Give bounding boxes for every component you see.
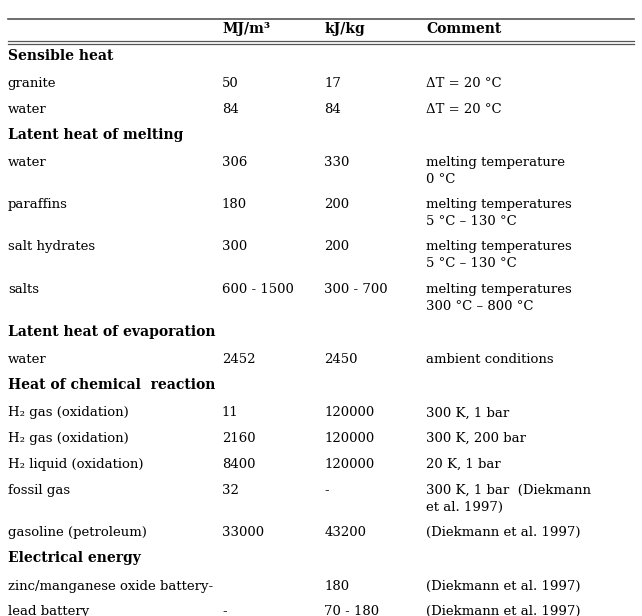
Text: 120000: 120000 xyxy=(324,407,374,419)
Text: -: - xyxy=(222,606,227,616)
Text: melting temperatures
5 °C – 130 °C: melting temperatures 5 °C – 130 °C xyxy=(426,240,572,270)
Text: 300 K, 200 bar: 300 K, 200 bar xyxy=(426,432,526,445)
Text: (Diekmann et al. 1997): (Diekmann et al. 1997) xyxy=(426,580,581,593)
Text: water: water xyxy=(8,156,46,169)
Text: water: water xyxy=(8,353,46,366)
Text: salts: salts xyxy=(8,283,39,296)
Text: H₂ liquid (oxidation): H₂ liquid (oxidation) xyxy=(8,458,143,471)
Text: (Diekmann et al. 1997): (Diekmann et al. 1997) xyxy=(426,525,581,539)
Text: 180: 180 xyxy=(222,198,247,211)
Text: Comment: Comment xyxy=(426,22,501,36)
Text: 306: 306 xyxy=(222,156,247,169)
Text: 43200: 43200 xyxy=(324,525,366,539)
Text: (Diekmann et al. 1997): (Diekmann et al. 1997) xyxy=(426,606,581,616)
Text: ΔT = 20 °C: ΔT = 20 °C xyxy=(426,102,502,116)
Text: 120000: 120000 xyxy=(324,458,374,471)
Text: 330: 330 xyxy=(324,156,350,169)
Text: 33000: 33000 xyxy=(222,525,264,539)
Text: MJ/m³: MJ/m³ xyxy=(222,22,270,36)
Text: Electrical energy: Electrical energy xyxy=(8,551,141,565)
Text: 300 - 700: 300 - 700 xyxy=(324,283,388,296)
Text: H₂ gas (oxidation): H₂ gas (oxidation) xyxy=(8,407,128,419)
Text: salt hydrates: salt hydrates xyxy=(8,240,95,253)
Text: 32: 32 xyxy=(222,484,239,496)
Text: 2450: 2450 xyxy=(324,353,358,366)
Text: gasoline (petroleum): gasoline (petroleum) xyxy=(8,525,146,539)
Text: 2452: 2452 xyxy=(222,353,256,366)
Text: Heat of chemical  reaction: Heat of chemical reaction xyxy=(8,378,215,392)
Text: Latent heat of evaporation: Latent heat of evaporation xyxy=(8,325,215,339)
Text: H₂ gas (oxidation): H₂ gas (oxidation) xyxy=(8,432,128,445)
Text: 200: 200 xyxy=(324,240,349,253)
Text: 50: 50 xyxy=(222,77,239,90)
Text: 8400: 8400 xyxy=(222,458,256,471)
Text: 300 K, 1 bar: 300 K, 1 bar xyxy=(426,407,510,419)
Text: Sensible heat: Sensible heat xyxy=(8,49,113,63)
Text: 70 - 180: 70 - 180 xyxy=(324,606,379,616)
Text: granite: granite xyxy=(8,77,56,90)
Text: 180: 180 xyxy=(324,580,349,593)
Text: melting temperature
0 °C: melting temperature 0 °C xyxy=(426,156,566,186)
Text: paraffins: paraffins xyxy=(8,198,67,211)
Text: Latent heat of melting: Latent heat of melting xyxy=(8,128,183,142)
Text: 20 K, 1 bar: 20 K, 1 bar xyxy=(426,458,501,471)
Text: 2160: 2160 xyxy=(222,432,256,445)
Text: fossil gas: fossil gas xyxy=(8,484,70,496)
Text: 600 - 1500: 600 - 1500 xyxy=(222,283,294,296)
Text: 84: 84 xyxy=(222,102,239,116)
Text: 300 K, 1 bar  (Diekmann
et al. 1997): 300 K, 1 bar (Diekmann et al. 1997) xyxy=(426,484,591,514)
Text: ΔT = 20 °C: ΔT = 20 °C xyxy=(426,77,502,90)
Text: 84: 84 xyxy=(324,102,341,116)
Text: water: water xyxy=(8,102,46,116)
Text: zinc/manganese oxide battery-: zinc/manganese oxide battery- xyxy=(8,580,213,593)
Text: 200: 200 xyxy=(324,198,349,211)
Text: ambient conditions: ambient conditions xyxy=(426,353,554,366)
Text: -: - xyxy=(324,484,329,496)
Text: lead battery: lead battery xyxy=(8,606,89,616)
Text: 120000: 120000 xyxy=(324,432,374,445)
Text: kJ/kg: kJ/kg xyxy=(324,22,365,36)
Text: 17: 17 xyxy=(324,77,341,90)
Text: 11: 11 xyxy=(222,407,239,419)
Text: melting temperatures
5 °C – 130 °C: melting temperatures 5 °C – 130 °C xyxy=(426,198,572,229)
Text: melting temperatures
300 °C – 800 °C: melting temperatures 300 °C – 800 °C xyxy=(426,283,572,312)
Text: 300: 300 xyxy=(222,240,247,253)
